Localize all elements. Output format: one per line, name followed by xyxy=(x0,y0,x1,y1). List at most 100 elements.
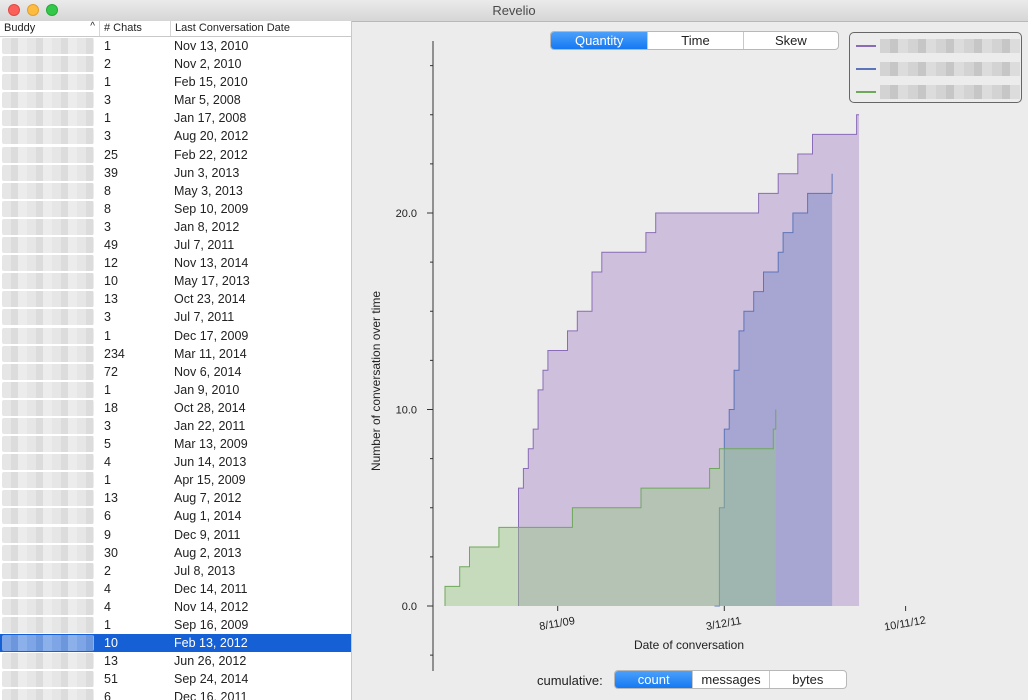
buddy-name-cell xyxy=(0,327,100,345)
table-row[interactable]: 49 Jul 7, 2011 xyxy=(0,236,351,254)
chat-count-cell: 4 xyxy=(104,581,111,596)
blurred-buddy-name xyxy=(2,255,94,272)
minimize-window-button[interactable] xyxy=(27,4,39,16)
table-row[interactable]: 4 Nov 14, 2012 xyxy=(0,598,351,616)
blurred-buddy-name xyxy=(2,327,94,344)
last-date-cell: Feb 13, 2012 xyxy=(174,636,248,651)
table-row[interactable]: 9 Dec 9, 2011 xyxy=(0,526,351,544)
table-row[interactable]: 51 Sep 24, 2014 xyxy=(0,670,351,688)
blurred-buddy-name xyxy=(2,472,94,489)
table-row[interactable]: 13 Jun 26, 2012 xyxy=(0,652,351,670)
zoom-window-button[interactable] xyxy=(46,4,58,16)
table-row[interactable]: 6 Aug 1, 2014 xyxy=(0,507,351,525)
table-row[interactable]: 13 Aug 7, 2012 xyxy=(0,489,351,507)
table-row[interactable]: 10 May 17, 2013 xyxy=(0,272,351,290)
buddy-name-cell xyxy=(0,562,100,580)
buddy-name-cell xyxy=(0,109,100,127)
table-row[interactable]: 234 Mar 11, 2014 xyxy=(0,345,351,363)
y-tick-label: 0.0 xyxy=(402,601,417,613)
cumulative-mode-control: count messages bytes xyxy=(614,670,847,689)
last-date-cell: Jan 17, 2008 xyxy=(174,111,247,126)
buddy-name-cell xyxy=(0,182,100,200)
last-date-cell: Jun 14, 2013 xyxy=(174,455,247,470)
blurred-buddy-name xyxy=(2,436,94,453)
table-header: Buddy ^ # Chats Last Conversation Date xyxy=(0,21,351,37)
chat-count-cell: 1 xyxy=(104,328,111,343)
tab-skew[interactable]: Skew xyxy=(774,33,807,48)
table-row[interactable]: 1 Jan 9, 2010 xyxy=(0,381,351,399)
last-date-cell: Nov 13, 2014 xyxy=(174,256,249,271)
chat-count-cell: 6 xyxy=(104,690,111,700)
chat-count-cell: 1 xyxy=(104,618,111,632)
table-body: 1 Nov 13, 2010 2 Nov 2, 2010 1 Feb 15, 2010 3 M… xyxy=(0,37,351,700)
table-row[interactable]: 39 Jun 3, 2013 xyxy=(0,164,351,182)
table-row[interactable]: 3 Jan 8, 2012 xyxy=(0,218,351,236)
view-mode-control: Quantity Time Skew xyxy=(550,31,839,50)
chat-count-cell: 72 xyxy=(104,364,118,379)
cumulative-option-messages[interactable]: messages xyxy=(693,671,770,688)
chat-count-cell: 3 xyxy=(104,418,111,433)
table-row[interactable]: 6 Dec 16, 2011 xyxy=(0,688,351,700)
buddy-name-cell xyxy=(0,616,100,634)
blurred-buddy-name xyxy=(2,490,94,507)
buddy-table[interactable]: Buddy ^ # Chats Last Conversation Date 1… xyxy=(0,21,352,700)
table-row[interactable]: 30 Aug 2, 2013 xyxy=(0,544,351,562)
last-date-cell: Sep 16, 2009 xyxy=(174,618,249,632)
blurred-buddy-name xyxy=(2,544,94,561)
table-row[interactable]: 1 Sep 16, 2009 xyxy=(0,616,351,634)
table-row[interactable]: 8 Sep 10, 2009 xyxy=(0,200,351,218)
table-row[interactable]: 72 Nov 6, 2014 xyxy=(0,363,351,381)
chat-count-cell: 30 xyxy=(104,545,118,560)
blurred-buddy-name xyxy=(2,363,94,380)
blurred-buddy-name xyxy=(2,237,94,254)
last-date-cell: Jul 7, 2011 xyxy=(174,238,235,253)
legend-swatch xyxy=(856,91,876,93)
table-row[interactable]: 10 Feb 13, 2012 xyxy=(0,634,351,653)
blurred-buddy-name xyxy=(2,598,94,615)
chat-count-cell: 1 xyxy=(104,111,111,126)
table-row[interactable]: 4 Jun 14, 2013 xyxy=(0,453,351,471)
table-row[interactable]: 2 Jul 8, 2013 xyxy=(0,562,351,580)
table-row[interactable]: 1 Dec 17, 2009 xyxy=(0,327,351,345)
series-line xyxy=(714,173,833,607)
table-row[interactable]: 8 May 3, 2013 xyxy=(0,182,351,200)
table-row[interactable]: 25 Feb 22, 2012 xyxy=(0,146,351,164)
legend-swatch xyxy=(856,45,876,47)
table-row[interactable]: 4 Dec 14, 2011 xyxy=(0,580,351,598)
buddy-name-cell xyxy=(0,218,100,236)
column-header-chats[interactable]: # Chats xyxy=(100,21,171,36)
table-row[interactable]: 1 Feb 15, 2010 xyxy=(0,73,351,91)
table-row[interactable]: 1 Apr 15, 2009 xyxy=(0,471,351,489)
chat-count-cell: 39 xyxy=(104,165,118,180)
table-row[interactable]: 12 Nov 13, 2014 xyxy=(0,254,351,272)
blurred-legend-name xyxy=(880,39,1020,53)
title-bar: Revelio xyxy=(0,0,1028,22)
table-row[interactable]: 18 Oct 28, 2014 xyxy=(0,399,351,417)
table-row[interactable]: 3 Mar 5, 2008 xyxy=(0,91,351,109)
table-row[interactable]: 5 Mar 13, 2009 xyxy=(0,435,351,453)
chat-count-cell: 25 xyxy=(104,147,118,162)
table-row[interactable]: 1 Nov 13, 2010 xyxy=(0,37,351,55)
last-date-cell: Jan 8, 2012 xyxy=(174,219,240,234)
blurred-buddy-name xyxy=(2,508,94,525)
table-row[interactable]: 1 Jan 17, 2008 xyxy=(0,109,351,127)
blurred-buddy-name xyxy=(2,74,94,91)
x-tick-label: 8/11/09 xyxy=(538,615,575,633)
chat-count-cell: 1 xyxy=(104,39,111,53)
cumulative-option-count[interactable]: count xyxy=(615,671,694,688)
table-row[interactable]: 3 Jul 7, 2011 xyxy=(0,308,351,326)
table-row[interactable]: 3 Aug 20, 2012 xyxy=(0,127,351,145)
tab-quantity[interactable]: Quantity xyxy=(551,32,649,49)
chat-count-cell: 234 xyxy=(104,346,125,361)
close-window-button[interactable] xyxy=(8,4,20,16)
tab-time[interactable]: Time xyxy=(648,32,744,49)
buddy-name-cell xyxy=(0,290,100,308)
column-header-buddy[interactable]: Buddy ^ xyxy=(0,21,100,36)
column-header-last-date[interactable]: Last Conversation Date xyxy=(175,22,290,34)
cumulative-option-bytes[interactable]: bytes xyxy=(792,672,824,687)
table-row[interactable]: 13 Oct 23, 2014 xyxy=(0,290,351,308)
last-date-cell: Feb 15, 2010 xyxy=(174,75,248,90)
table-row[interactable]: 3 Jan 22, 2011 xyxy=(0,417,351,435)
window-title: Revelio xyxy=(492,3,536,18)
table-row[interactable]: 2 Nov 2, 2010 xyxy=(0,55,351,73)
